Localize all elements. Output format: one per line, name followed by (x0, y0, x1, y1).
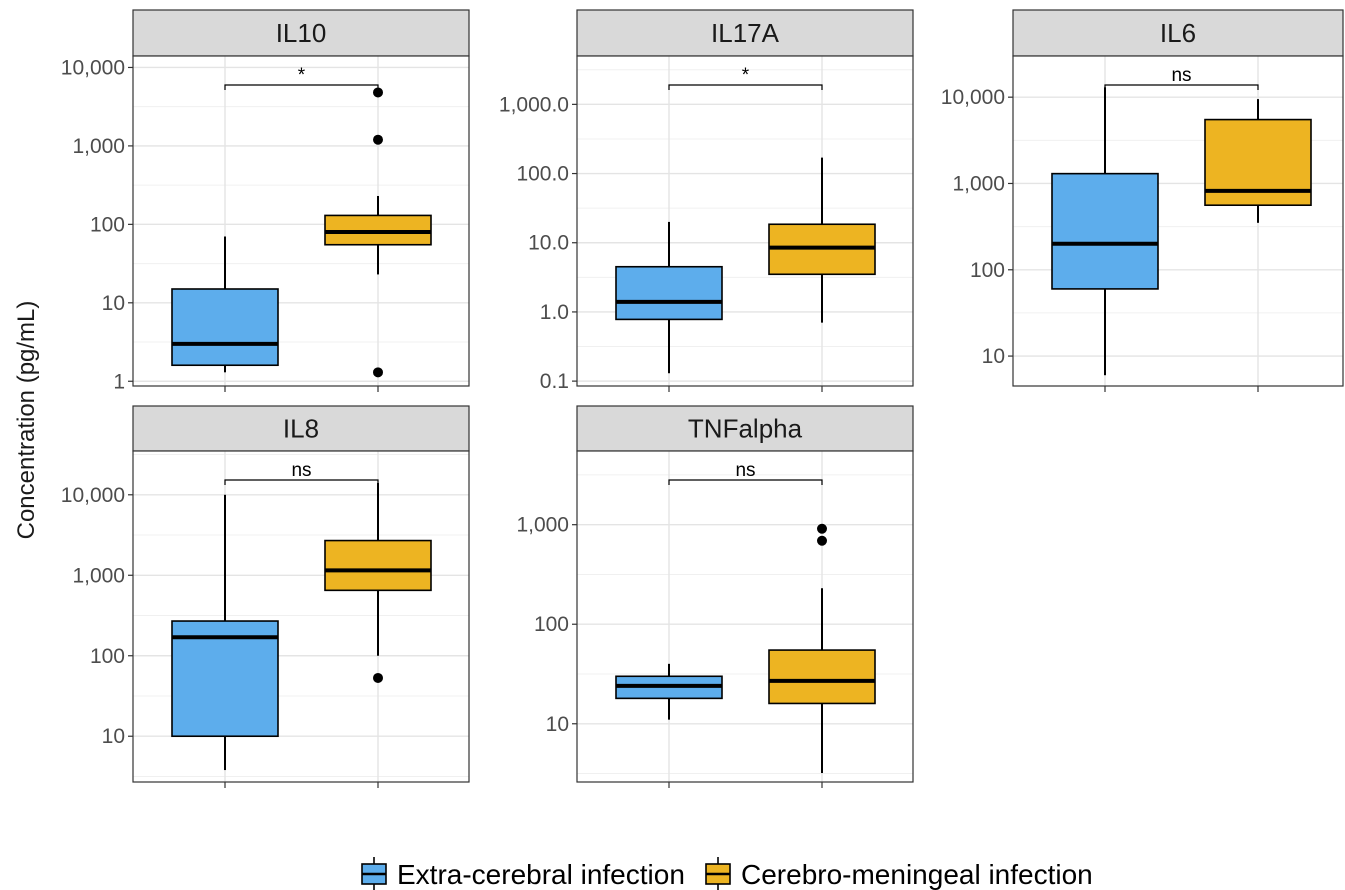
outlier-point (817, 523, 827, 534)
plot-area (577, 56, 913, 386)
box-cerebro-meningeal (1204, 99, 1312, 223)
y-tick-label: 10 (982, 345, 1005, 368)
facet-title: IL6 (1160, 18, 1196, 48)
y-axis-label: Concentration (pg/mL) (13, 301, 40, 540)
y-tick-label: 10 (102, 725, 125, 748)
legend-label: Cerebro-meningeal infection (741, 859, 1093, 890)
plot-area (577, 451, 913, 782)
y-tick-label: 1,000 (516, 514, 569, 537)
iqr-box (171, 288, 279, 367)
significance-label: ns (291, 460, 311, 481)
significance-bracket (224, 479, 379, 485)
outlier-point (373, 672, 383, 683)
y-tick-label: 1,000 (72, 135, 125, 158)
significance-bracket (668, 479, 823, 485)
significance-bracket (224, 84, 379, 90)
significance-label: * (298, 65, 306, 86)
panel-border (132, 450, 470, 783)
y-tick-label: 1 (113, 370, 125, 393)
outlier-point (373, 87, 383, 98)
facet-panels: IL10 1 10 100 1,000 10,000 * IL17A 0.1 1.0 10.0 100… (61, 9, 1344, 788)
y-tick-label: 100 (90, 213, 125, 236)
facet-title: IL8 (283, 414, 319, 444)
significance-label: ns (1171, 65, 1191, 86)
facet-strip (132, 405, 470, 452)
iqr-box (768, 649, 876, 705)
y-tick-label: 1,000 (72, 564, 125, 587)
significance-bracket (668, 84, 823, 90)
y-tick-label: 10,000 (61, 56, 125, 79)
legend-item-extra-cerebral: Extra-cerebral infection (361, 857, 685, 890)
outlier-point (817, 535, 827, 546)
y-tick-label: 1.0 (540, 301, 569, 324)
significance-label: * (742, 65, 750, 86)
box-extra-cerebral (1051, 87, 1159, 376)
panel-IL6: IL6 10 100 1,000 10,000 ns (941, 9, 1344, 392)
box-cerebro-meningeal (768, 523, 876, 774)
panel-border (132, 55, 470, 387)
box-extra-cerebral (615, 663, 723, 720)
y-tick-label: 10 (546, 713, 569, 736)
facet-strip (132, 9, 470, 57)
panel-IL17A: IL17A 0.1 1.0 10.0 100.0 1,000.0 * (499, 9, 914, 393)
panel-TNFalpha: TNFalpha 10 100 1,000 ns (516, 405, 914, 788)
y-tick-label: 1,000.0 (499, 93, 569, 116)
iqr-box (615, 265, 723, 321)
outlier-point (373, 367, 383, 378)
y-tick-label: 1,000 (952, 172, 1005, 195)
y-tick-label: 0.1 (540, 370, 569, 393)
legend-label: Extra-cerebral infection (397, 859, 685, 890)
y-tick-label: 100 (90, 645, 125, 668)
outlier-point (373, 134, 383, 145)
facet-strip (576, 9, 914, 57)
panel-border (1012, 55, 1344, 387)
panel-border (576, 55, 914, 387)
y-tick-label: 10,000 (61, 484, 125, 507)
y-tick-label: 10,000 (941, 86, 1005, 109)
legend-item-cerebro-meningeal: Cerebro-meningeal infection (705, 857, 1093, 890)
iqr-box (324, 539, 432, 592)
significance-label: ns (735, 460, 755, 481)
y-tick-label: 10.0 (528, 232, 569, 255)
legend: Extra-cerebral infection Cerebro-meningea… (361, 857, 1093, 890)
box-cerebro-meningeal (768, 157, 876, 323)
panel-IL8: IL8 10 100 1,000 10,000 ns (61, 405, 470, 788)
box-extra-cerebral (615, 221, 723, 374)
box-extra-cerebral (171, 494, 279, 771)
y-tick-label: 100 (970, 259, 1005, 282)
iqr-box (1051, 172, 1159, 290)
y-tick-label: 100.0 (516, 163, 569, 186)
box-cerebro-meningeal (324, 87, 432, 378)
y-tick-label: 100 (534, 613, 569, 636)
panel-IL10: IL10 1 10 100 1,000 10,000 * (61, 9, 470, 393)
box-cerebro-meningeal (324, 483, 432, 683)
box-extra-cerebral (171, 236, 279, 373)
panel-border (576, 450, 914, 783)
significance-bracket (1104, 84, 1259, 90)
facet-title: IL17A (711, 18, 780, 48)
facet-title: TNFalpha (688, 414, 803, 444)
facet-title: IL10 (276, 18, 327, 48)
iqr-box (171, 620, 279, 738)
y-tick-label: 10 (102, 292, 125, 315)
